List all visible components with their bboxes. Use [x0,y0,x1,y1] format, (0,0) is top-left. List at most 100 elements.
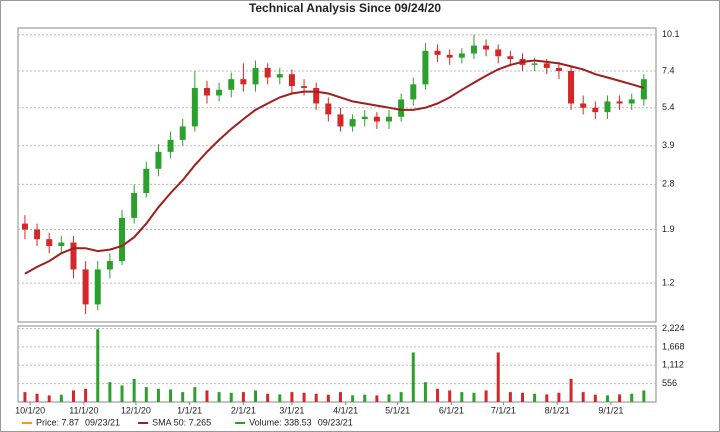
candle-body [398,99,405,117]
legend-label: Volume: 338.53 [249,417,312,427]
candle-body [580,103,587,108]
volume-bar [108,382,112,402]
x-tick-label: 12/1/20 [121,405,151,415]
volume-bar [229,392,233,402]
volume-bar [120,385,124,402]
candle-body [531,63,538,65]
volume-bar [460,392,464,402]
candle-body [216,89,223,96]
volume-bar [484,390,488,402]
volume-bar [314,393,318,402]
x-tick-label: 4/1/21 [333,405,358,415]
candle-body [70,242,77,270]
candle-body [21,223,28,230]
candle-body [58,242,65,247]
candle-body [616,101,623,104]
volume-bar [387,394,391,402]
candle-body [349,119,356,127]
x-tick-label: 1/1/21 [177,405,202,415]
volume-bar [254,390,258,402]
y-tick-label: 5.4 [662,102,675,112]
volume-bar [84,388,88,402]
candle-body [386,116,393,122]
volume-bar [156,388,160,402]
y-tick-label: 10.1 [662,29,680,39]
volume-bar [605,395,609,402]
volume-bar [545,394,549,402]
volume-bar [205,390,209,402]
volume-bar [241,392,245,402]
volume-panel [17,325,657,403]
candle-body [143,168,150,193]
candle-body [264,67,271,78]
volume-bar [521,392,525,402]
candle-body [495,49,502,57]
y-tick-label: 2,224 [662,323,685,333]
volume-bar [351,395,355,402]
volume-bar [23,392,27,402]
volume-bar [326,394,330,402]
volume-bar [169,389,173,402]
candle-body [373,116,380,122]
candle-body [276,74,283,78]
volume-bar [411,352,415,402]
candle-body [191,87,198,127]
y-tick-label: 1.2 [662,278,675,288]
y-tick-label: 556 [662,378,677,388]
candle-body [106,261,113,270]
legend-date: 09/23/21 [318,417,353,427]
sma-line [24,59,645,275]
volume-bar [508,392,512,402]
candle-body [628,99,635,104]
volume-bar [423,382,427,402]
candle-body [458,53,465,58]
candle-body [446,54,453,58]
candle-body [82,269,89,305]
legend-label: SMA 50: 7.265 [152,417,211,427]
volume-bar [338,392,342,402]
candle-body [313,87,320,104]
candle-body [337,114,344,127]
legend-label: Price: 7.87 [36,417,79,427]
volume-bar [618,394,622,402]
candle-body [155,151,162,169]
volume-bar [472,392,476,402]
candle-body [203,87,210,96]
volume-bar [132,378,136,402]
volume-bar [436,388,440,402]
candle-body [422,50,429,85]
candle-body [410,84,417,100]
candle-body [592,107,599,113]
chart-title: Technical Analysis Since 09/24/20 [249,1,441,15]
candle-body [119,217,126,262]
y-tick-label: 1.9 [662,224,675,234]
volume-bar [71,390,75,402]
candle-body [434,50,441,55]
volume-bar [642,390,646,402]
volume-bar [569,378,573,402]
volume-bar [217,392,221,402]
volume-bar [375,395,379,402]
volume-bar [557,392,561,402]
volume-bar [448,390,452,402]
volume-bar [193,387,197,402]
volume-bar [533,393,537,402]
volume-bar [35,393,39,402]
y-tick-label: 7.4 [662,65,675,75]
x-tick-label: 5/1/21 [385,405,410,415]
x-tick-label: 6/1/21 [439,405,464,415]
candle-body [34,229,41,240]
candle-body [94,269,101,305]
x-tick-label: 10/1/20 [15,405,45,415]
x-tick-label: 8/1/21 [545,405,570,415]
price-panel [17,27,657,323]
volume-bar [363,394,367,402]
y-tick-label: 1,668 [662,341,685,351]
candle-body [240,79,247,85]
volume-bar [630,393,634,402]
legend-date: 09/23/21 [85,417,120,427]
volume-bar [266,393,270,402]
candle-body [568,71,575,104]
volume-bar [399,392,403,402]
